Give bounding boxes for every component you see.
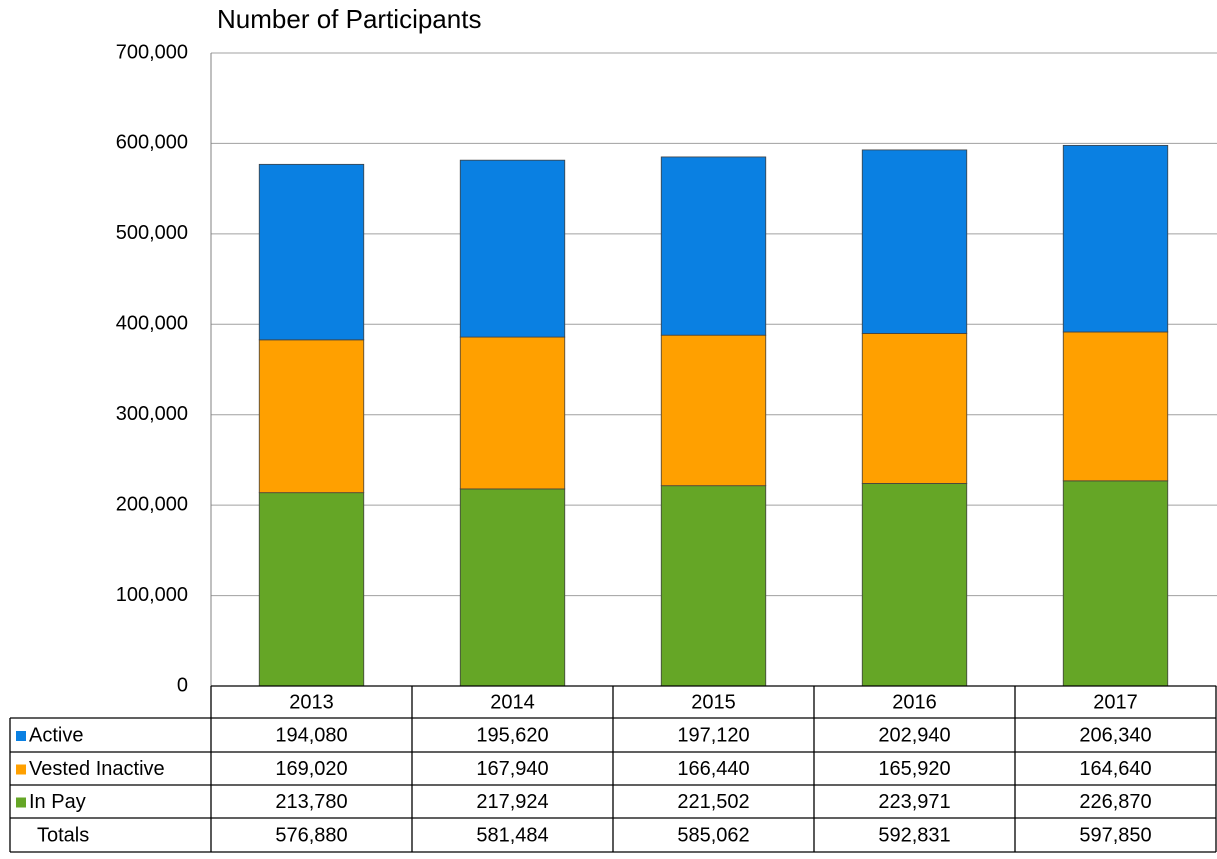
bar-segment [459,488,566,687]
legend-label: Active [29,724,83,746]
table-value: 217,924 [476,791,548,813]
table-value: 166,440 [677,758,749,780]
x-tick-label: 2017 [1093,691,1138,713]
x-tick-label: 2016 [892,691,937,713]
x-tick-label: 2013 [289,691,334,713]
table-value: 226,870 [1079,791,1151,813]
table-value: 169,020 [275,758,347,780]
bar-segment [861,333,968,484]
table-value: 165,920 [878,758,950,780]
table-value: 202,940 [878,724,950,746]
table-total: 581,484 [476,824,548,846]
legend-swatch [16,797,26,808]
legend-label: In Pay [29,791,86,813]
bar-segment [1062,144,1169,333]
bar-segment [459,159,566,338]
bar-segment [258,492,365,687]
y-tick-label: 100,000 [116,584,188,606]
table-value: 197,120 [677,724,749,746]
table-value: 194,080 [275,724,347,746]
bar-segment [258,163,365,341]
table-value: 164,640 [1079,758,1151,780]
table-value: 213,780 [275,791,347,813]
table-value: 195,620 [476,724,548,746]
y-tick-label: 0 [177,674,188,696]
table-value: 167,940 [476,758,548,780]
y-tick-label: 400,000 [116,313,188,335]
table-value: 221,502 [677,791,749,813]
legend-swatch [16,731,26,741]
bar-segment [660,156,767,336]
table-total: 597,850 [1079,824,1151,846]
bar-segment [1062,480,1169,687]
chart-title: Number of Participants [217,4,481,34]
y-tick-label: 500,000 [116,222,188,244]
table-value: 206,340 [1079,724,1151,746]
y-tick-label: 600,000 [116,132,188,154]
totals-label: Totals [37,824,89,846]
bar-segment [660,334,767,487]
table-value: 223,971 [878,791,950,813]
legend-swatch [16,764,26,775]
bar-segment [861,149,968,334]
table-total: 576,880 [275,824,347,846]
y-tick-label: 200,000 [116,493,188,515]
y-tick-label: 700,000 [116,41,188,63]
bar-segment [258,339,365,494]
bar-segment [861,483,968,687]
x-tick-label: 2014 [490,691,535,713]
bar-segment [660,485,767,687]
x-tick-label: 2015 [691,691,736,713]
table-total: 585,062 [677,824,749,846]
legend-label: Vested Inactive [29,758,165,780]
table-total: 592,831 [878,824,950,846]
bar-segment [459,336,566,490]
bar-segment [1062,331,1169,482]
y-tick-label: 300,000 [116,403,188,425]
